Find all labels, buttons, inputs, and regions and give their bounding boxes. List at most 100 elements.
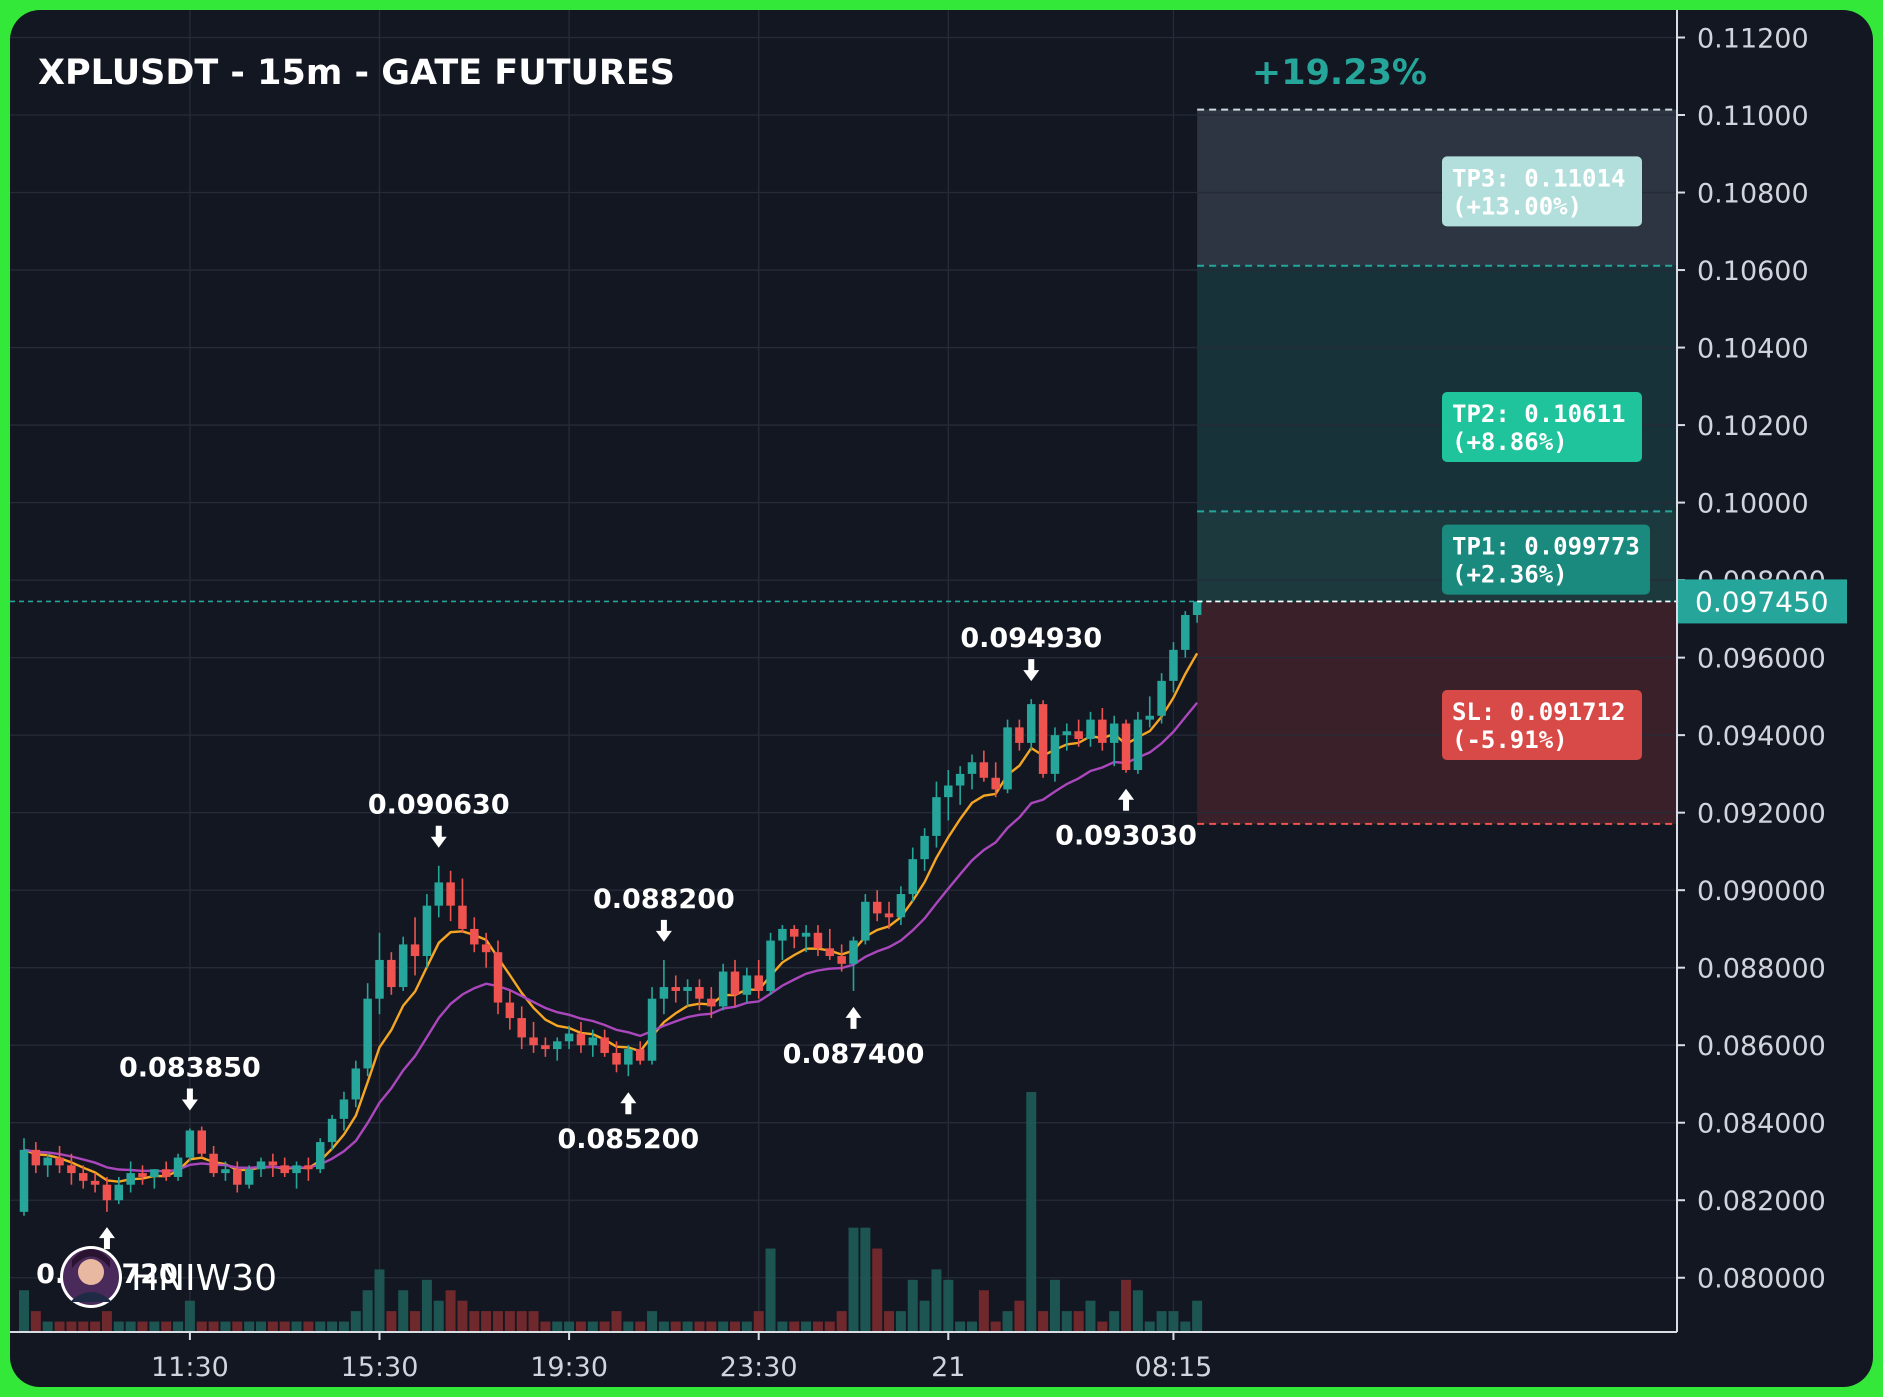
candle-body (766, 940, 775, 991)
candle (849, 936, 858, 991)
candle-body (363, 998, 372, 1069)
pivot-marker: 0.087400 (783, 1006, 924, 1070)
volume-bar (267, 1321, 278, 1332)
y-tick-label: 0.092000 (1697, 799, 1826, 830)
candle-body (1015, 727, 1024, 743)
volume-bar (575, 1321, 586, 1332)
volume-bar (362, 1290, 373, 1332)
volume-bar (611, 1311, 622, 1332)
volume-bar (741, 1321, 752, 1332)
candle-body (244, 1169, 254, 1185)
candle (268, 1153, 278, 1177)
volume-bar (730, 1321, 740, 1332)
candle-body (150, 1169, 159, 1177)
volume-bar (173, 1321, 184, 1332)
candle-body (126, 1173, 135, 1185)
candle-body (185, 1130, 195, 1158)
volume-bar (1002, 1311, 1013, 1332)
candle (778, 925, 787, 960)
candle (197, 1126, 206, 1158)
candle (339, 1091, 349, 1131)
volume-bar (564, 1321, 575, 1332)
candle (576, 1021, 586, 1053)
volume-bar (694, 1321, 705, 1332)
candle (541, 1037, 550, 1057)
tp2-box-bg (1442, 392, 1642, 463)
candle (481, 932, 491, 968)
candle (126, 1161, 135, 1193)
volume-bar (1085, 1300, 1096, 1332)
candle-body (470, 928, 479, 945)
arrow-up-icon (845, 1006, 862, 1029)
candle-body (161, 1169, 171, 1177)
x-tick-label: 21 (931, 1352, 965, 1383)
candle-body (1181, 614, 1190, 650)
candle-body (481, 944, 491, 953)
candle-body (600, 1037, 609, 1053)
candle (920, 828, 929, 871)
volume-bar (232, 1321, 243, 1332)
candle (505, 990, 515, 1030)
candle (967, 754, 977, 790)
candle-body (529, 1037, 538, 1046)
candle (138, 1165, 147, 1185)
y-tick-label: 0.086000 (1697, 1031, 1826, 1062)
level-lines (10, 108, 1677, 825)
candle (185, 1128, 195, 1162)
candle-body (553, 1041, 562, 1050)
candle-body (801, 932, 811, 937)
moving-averages (23, 652, 1199, 1183)
volume-bar (196, 1321, 207, 1332)
arrow-up-icon (1118, 788, 1135, 811)
candle (327, 1114, 337, 1150)
candle (209, 1145, 218, 1177)
candle (624, 1045, 633, 1077)
candle-body (1109, 723, 1119, 743)
candle (316, 1138, 325, 1174)
candle (955, 766, 965, 805)
candle (635, 1041, 645, 1065)
candle-body (1098, 719, 1107, 743)
volume-bar (753, 1311, 764, 1332)
candle (801, 925, 811, 953)
candle (493, 940, 503, 1015)
target-zones (1197, 109, 1677, 824)
price-chart[interactable]: TP3: 0.11014(+13.00%) TP2: 0.10611(+8.86%… (10, 10, 1873, 1387)
volume-bar (279, 1321, 290, 1332)
candle (1038, 700, 1048, 778)
candle (102, 1176, 112, 1212)
candle (387, 952, 396, 995)
volume-bar (1192, 1300, 1203, 1332)
candle-body (683, 987, 692, 991)
candle (908, 847, 917, 902)
pivot-marker: 0.088200 (593, 884, 735, 942)
candle (837, 944, 846, 972)
pivot-marker: 0.083850 (119, 1053, 261, 1111)
candle-body (351, 1068, 361, 1100)
arrow-down-icon (655, 919, 672, 942)
candle-body (138, 1173, 147, 1177)
y-tick-label: 0.096000 (1697, 644, 1826, 675)
candle-body (67, 1165, 76, 1174)
candle (1062, 723, 1072, 751)
candle-body (967, 762, 977, 774)
candle (671, 975, 680, 1003)
candle-body (256, 1161, 266, 1170)
volume-bar (919, 1300, 930, 1332)
volume-bar (338, 1321, 349, 1332)
volume-bar (66, 1321, 77, 1332)
candle-body (884, 913, 894, 918)
candle-body (327, 1118, 337, 1143)
volume-bar (801, 1321, 812, 1332)
arrow-down-icon (1023, 659, 1040, 682)
y-tick-label: 0.10200 (1697, 411, 1809, 442)
y-tick-label: 0.082000 (1697, 1186, 1826, 1217)
candle-body (908, 859, 917, 895)
volume-bar (101, 1311, 112, 1332)
volume-bar (516, 1311, 527, 1332)
volume-bar (90, 1321, 101, 1332)
candle (292, 1161, 301, 1189)
candle (55, 1145, 64, 1174)
y-tick-label: 0.10000 (1697, 489, 1809, 520)
candle (470, 917, 479, 953)
